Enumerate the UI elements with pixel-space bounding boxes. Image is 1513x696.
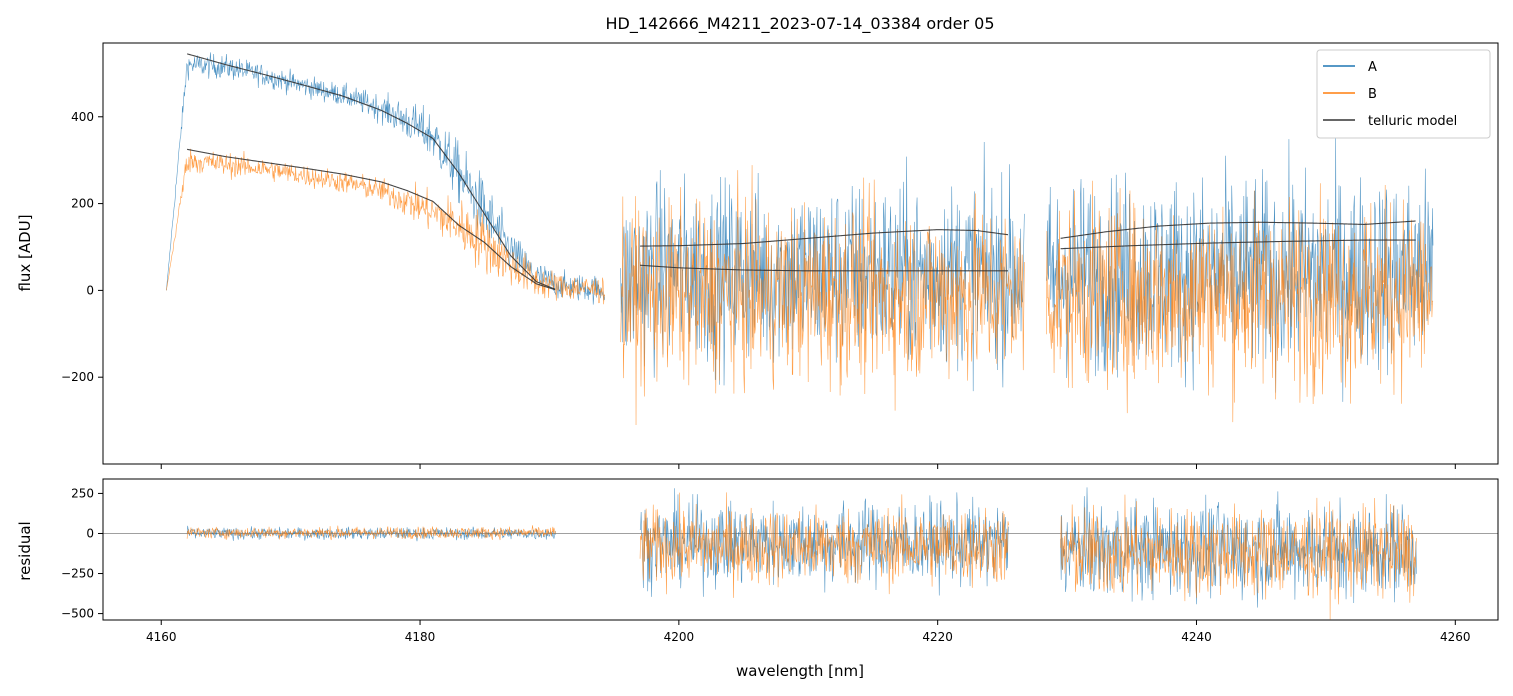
residual-series-group (186, 487, 1417, 620)
telluric-model-segment-3 (640, 264, 1009, 272)
flux-panel: −200 0 200 400 flux [ADU] A B telluric mode… (16, 42, 1499, 469)
xtick-label-4: 4240 (1181, 630, 1212, 644)
series-b-residual-segment-1 (639, 492, 1009, 598)
residual-ytick-label-3: 250 (71, 486, 94, 500)
flux-y-ticks: −200 0 200 400 (61, 110, 103, 384)
xtick-label-5: 4260 (1440, 630, 1471, 644)
legend-label-a: A (1368, 60, 1377, 75)
telluric-model-segment-5 (1060, 239, 1416, 250)
flux-x-ticks (160, 464, 1456, 469)
chart-title: HD_142666_M4211_2023-07-14_03384 order 0… (605, 14, 994, 34)
residual-y-ticks: −500 −250 0 250 (61, 486, 103, 621)
xtick-label-3: 4220 (922, 630, 953, 644)
telluric-model-segment-2 (640, 229, 1009, 247)
flux-ytick-label-1: 0 (86, 283, 94, 297)
flux-ylabel: flux [ADU] (16, 214, 34, 291)
telluric-model-segment-1 (187, 148, 556, 291)
xtick-label-1: 4180 (405, 630, 436, 644)
residual-ytick-label-2: 0 (86, 526, 94, 540)
residual-ytick-label-1: −250 (61, 567, 94, 581)
xtick-label-2: 4200 (664, 630, 695, 644)
flux-ytick-label-2: 200 (71, 197, 94, 211)
residual-ytick-label-0: −500 (61, 607, 94, 621)
series-b-residual-segment-0 (186, 525, 556, 541)
legend-label-b: B (1368, 87, 1377, 102)
series-b-flux-segment-1 (620, 165, 1025, 425)
flux-series-group (166, 52, 1434, 425)
series-b-flux-segment-0 (166, 148, 606, 305)
xlabel: wavelength [nm] (736, 662, 864, 680)
series-a-flux-segment-0 (166, 52, 606, 305)
flux-axes-frame (102, 42, 1499, 465)
telluric-model-segment-0 (186, 53, 556, 290)
telluric-model-segment-4 (1060, 220, 1416, 239)
flux-ytick-label-0: −200 (61, 370, 94, 384)
series-b-flux-segment-2 (1046, 180, 1434, 423)
legend: A B telluric model (1316, 49, 1491, 139)
legend-box (1316, 49, 1491, 139)
residual-x-ticks: 4160 4180 4200 4220 4240 4260 (146, 620, 1471, 644)
residual-axes-frame (102, 478, 1499, 621)
residual-panel: −500 −250 0 250 4160 4180 4200 4220 4240 4260 re… (16, 478, 1499, 680)
xtick-label-0: 4160 (146, 630, 177, 644)
flux-ytick-label-3: 400 (71, 110, 94, 124)
legend-label-model: telluric model (1368, 114, 1457, 129)
residual-ylabel: residual (16, 521, 34, 580)
series-b-residual-segment-2 (1060, 494, 1417, 620)
